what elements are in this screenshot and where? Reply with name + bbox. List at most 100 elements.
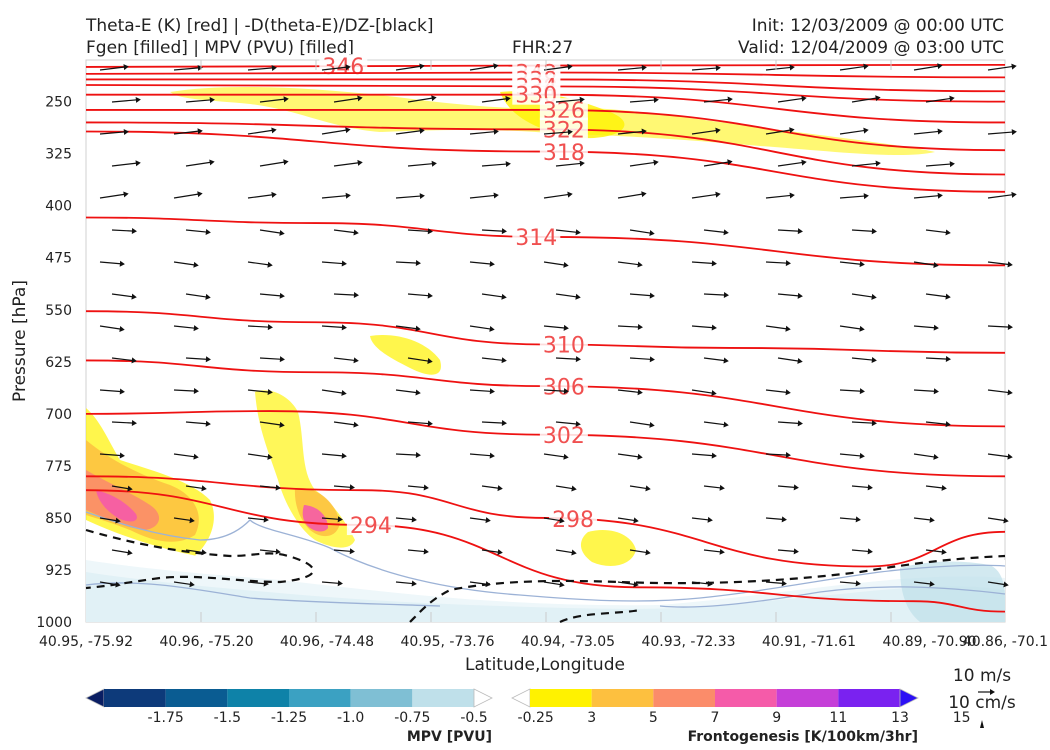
- wind-vector: [913, 453, 939, 460]
- wind-vector: [987, 581, 1009, 588]
- reference-vector-arrows: [978, 689, 995, 728]
- wind-vector: [913, 261, 939, 268]
- wind-vector: [395, 260, 421, 267]
- wind-vector: [629, 485, 651, 492]
- wind-vector: [839, 325, 865, 332]
- frontogenesis-colorbar-tick: 13: [891, 710, 909, 726]
- wind-vector: [395, 516, 417, 523]
- valid-time: Valid: 12/04/2009 @ 03:00 UTC: [738, 38, 1004, 58]
- theta-e-label: 314: [515, 226, 557, 251]
- wind-vector: [543, 388, 569, 395]
- mpv-colorbar-label: MPV [PVU]: [407, 729, 492, 745]
- wind-vector: [925, 421, 951, 428]
- wind-vector: [333, 292, 359, 299]
- theta-e-label-bg: [539, 422, 588, 445]
- colorbar-extend-arrow: [899, 688, 919, 708]
- wind-vector: [691, 452, 717, 459]
- wind-vector: [555, 96, 585, 103]
- wind-vector: [185, 420, 211, 427]
- theta-e-label: 306: [543, 375, 585, 400]
- wind-vector: [481, 420, 507, 427]
- y-tick-label: 700: [45, 407, 72, 423]
- mpv-contour: [85, 582, 441, 607]
- y-tick-label: 775: [45, 459, 72, 475]
- wind-vector: [321, 389, 347, 396]
- frontogenesis-colorbar-tick: 5: [649, 710, 658, 726]
- frontogenesis-colorbar-tick: 7: [711, 710, 720, 726]
- colorbar-swatch: [530, 689, 592, 707]
- filled-region: [580, 530, 636, 566]
- frontogenesis-colorbar-label: Frontogenesis [K/100km/3hr]: [688, 729, 918, 745]
- wind-vector: [333, 421, 359, 428]
- wind-vector: [839, 193, 869, 200]
- wind-vector: [703, 96, 733, 103]
- wind-vector: [555, 160, 585, 167]
- wind-vector: [555, 229, 581, 236]
- wind-vector: [173, 261, 199, 268]
- wind-vector: [185, 97, 215, 103]
- wind-vector: [617, 324, 643, 331]
- wind-vector: [543, 261, 569, 268]
- wind-vector: [629, 229, 655, 236]
- stability-dashed-contour: [559, 608, 641, 623]
- theta-e-label-bg: [539, 98, 588, 121]
- x-tick-label: 40.89, -70.90: [882, 634, 976, 650]
- wind-vector: [851, 420, 877, 427]
- wind-vector: [617, 453, 643, 460]
- theta-e-label-bg: [346, 513, 395, 536]
- theta-e-label: 322: [543, 119, 585, 144]
- theta-e-contour-line: [85, 216, 1006, 267]
- wind-vector: [481, 161, 511, 168]
- wind-vector: [173, 581, 195, 588]
- x-axis-label: Latitude,Longitude: [465, 655, 625, 675]
- wind-vector: [925, 548, 947, 555]
- wind-vector: [333, 484, 355, 491]
- wind-vector: [777, 357, 803, 364]
- wind-vector: [543, 63, 573, 71]
- wind-vector: [851, 548, 873, 555]
- wind-vector: [247, 191, 277, 199]
- wind-vector: [543, 191, 573, 199]
- filled-region: [302, 505, 328, 532]
- wind-vector: [703, 421, 729, 428]
- wind-vector: [481, 228, 507, 235]
- wind-vector: [469, 325, 495, 332]
- wind-vector: [333, 357, 359, 364]
- wind-vector: [185, 485, 207, 492]
- filled-region: [86, 572, 1005, 622]
- theta-e-label: 318: [543, 141, 585, 166]
- wind-vector: [99, 325, 125, 332]
- wind-vector: [913, 580, 935, 587]
- filled-region: [86, 470, 160, 530]
- frontogenesis-colorbar-tick: 9: [772, 710, 781, 726]
- wind-vector: [691, 65, 721, 72]
- wind-vector: [617, 517, 639, 524]
- wind-vector: [247, 389, 273, 396]
- wind-vector: [703, 357, 729, 364]
- wind-vector: [913, 388, 939, 395]
- wind-vector: [987, 453, 1013, 460]
- theta-e-label-bg: [539, 139, 588, 162]
- x-tick-label: 40.96, -74.48: [280, 634, 374, 650]
- stability-dashed-contour: [409, 554, 1006, 623]
- wind-vector: [617, 191, 647, 199]
- wind-vector: [407, 228, 433, 235]
- wind-vector: [765, 64, 795, 71]
- wind-vector: [691, 516, 713, 523]
- wind-vector: [395, 325, 421, 332]
- wind-vector: [913, 192, 943, 199]
- colorbar-swatch: [838, 689, 900, 707]
- mpv-colorbar-tick: -0.25: [518, 710, 554, 726]
- frontogenesis-colorbar-tick: 15: [953, 710, 971, 726]
- wind-vector: [259, 159, 289, 167]
- colorbar-swatch: [715, 689, 777, 707]
- wind-vector: [691, 389, 717, 396]
- wind-vector: [925, 484, 947, 491]
- colorbar-swatch: [289, 689, 351, 707]
- theta-e-label-bg: [549, 506, 598, 529]
- wind-vector: [555, 293, 581, 300]
- wind-vector: [99, 452, 125, 459]
- colorbar-swatch: [104, 689, 166, 707]
- wind-vector: [259, 292, 285, 299]
- wind-vector: [913, 516, 935, 523]
